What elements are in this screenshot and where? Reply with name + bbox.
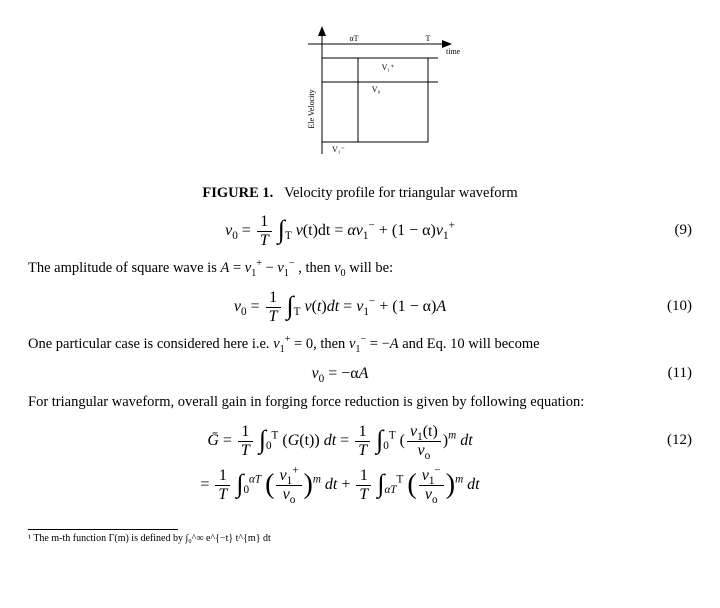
figure-caption: FIGURE 1. Velocity profile for triangula… [28,185,692,202]
label-V1minus: V₁⁻ [332,145,345,154]
label-V0: V₀ [372,85,381,94]
y-axis-label: Ele Velocity [307,89,316,128]
paragraph-amplitude: The amplitude of square wave is A = v1+ … [28,259,692,279]
equation-number: (11) [652,365,692,382]
footnote-rule [28,529,178,530]
equation-12: Ḡ = 1T ∫0T (G(t)) dt = 1T ∫0T (v1(t)vo)m… [28,422,692,459]
equation-9: v0 = 1T ∫T v(t)dt = αv1− + (1 − α)v1+ (9… [28,212,692,249]
figure-caption-label: FIGURE 1. [202,185,273,201]
equation-number: (12) [652,432,692,449]
footnote-text: ¹ The m-th function Γ(m) is defined by ∫… [28,533,692,544]
equation-number: (9) [652,222,692,239]
equation-number: (10) [652,298,692,315]
label-T: T [426,34,431,43]
label-V1plus: V₁⁺ [382,63,395,72]
paragraph-triangular: For triangular waveform, overall gain in… [28,393,692,413]
equation-11: v0 = −αA (11) [28,365,692,383]
paragraph-particular-case: One particular case is considered here i… [28,335,692,355]
equation-12-line2: = 1T ∫0αT (v1+vo)m dt + 1T ∫αTT (v1−vo)m… [28,465,692,503]
figure-1: αT T time V₁⁺ V₀ V₁⁻ Ele Velocity [28,14,692,169]
velocity-profile-diagram: αT T time V₁⁺ V₀ V₁⁻ Ele Velocity [260,14,460,164]
equation-10: v0 = 1T ∫T v(t)dt = v1− + (1 − α)A (10) [28,288,692,325]
x-axis-label: time [446,47,460,56]
label-alphaT: αT [349,34,358,43]
figure-caption-text: Velocity profile for triangular waveform [284,185,518,201]
